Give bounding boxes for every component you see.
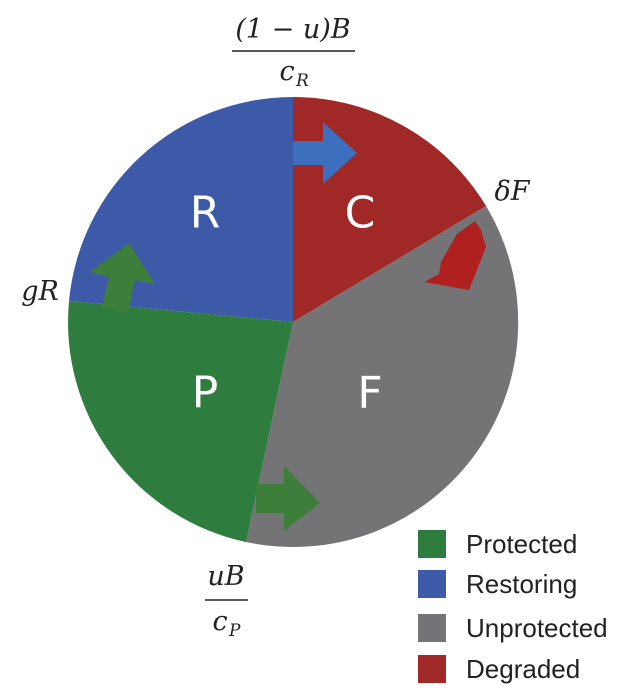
protection-rate-denominator: c [212, 606, 227, 637]
legend-label-degraded: Degraded [466, 654, 580, 684]
restoration-arrow-icon [293, 122, 357, 184]
legend-label-protected: Protected [466, 529, 577, 559]
growth-arrow-icon [90, 243, 155, 313]
restoring-letter: R [190, 188, 221, 239]
protection-rate-numerator: uB [207, 561, 244, 592]
unprotected-segment [246, 206, 519, 548]
legend-label-restoring: Restoring [466, 569, 577, 599]
restoration-rate-numerator: (1 − u)B [235, 14, 350, 45]
protection-arrow-icon [256, 466, 320, 531]
legend: Protected Restoring Unprotected Degraded [418, 529, 608, 684]
legend-swatch-degraded [418, 655, 446, 683]
protected-segment [68, 301, 293, 542]
restoring-segment [69, 97, 293, 322]
legend-swatch-unprotected [418, 614, 446, 642]
restoration-rate-denominator: c [279, 56, 294, 87]
legend-swatch-restoring [418, 570, 446, 598]
degraded-letter: C [345, 188, 376, 239]
protection-rate-subscript: P [228, 621, 241, 641]
degradation-rate-label: δF [495, 176, 531, 207]
legend-swatch-protected [418, 530, 446, 558]
restoration-rate-subscript: R [295, 71, 309, 91]
growth-rate-label: gR [21, 276, 59, 307]
degradation-arrow-icon [424, 221, 486, 290]
legend-label-unprotected: Unprotected [466, 613, 608, 643]
unprotected-letter: F [357, 368, 382, 419]
protected-letter: P [192, 368, 219, 419]
